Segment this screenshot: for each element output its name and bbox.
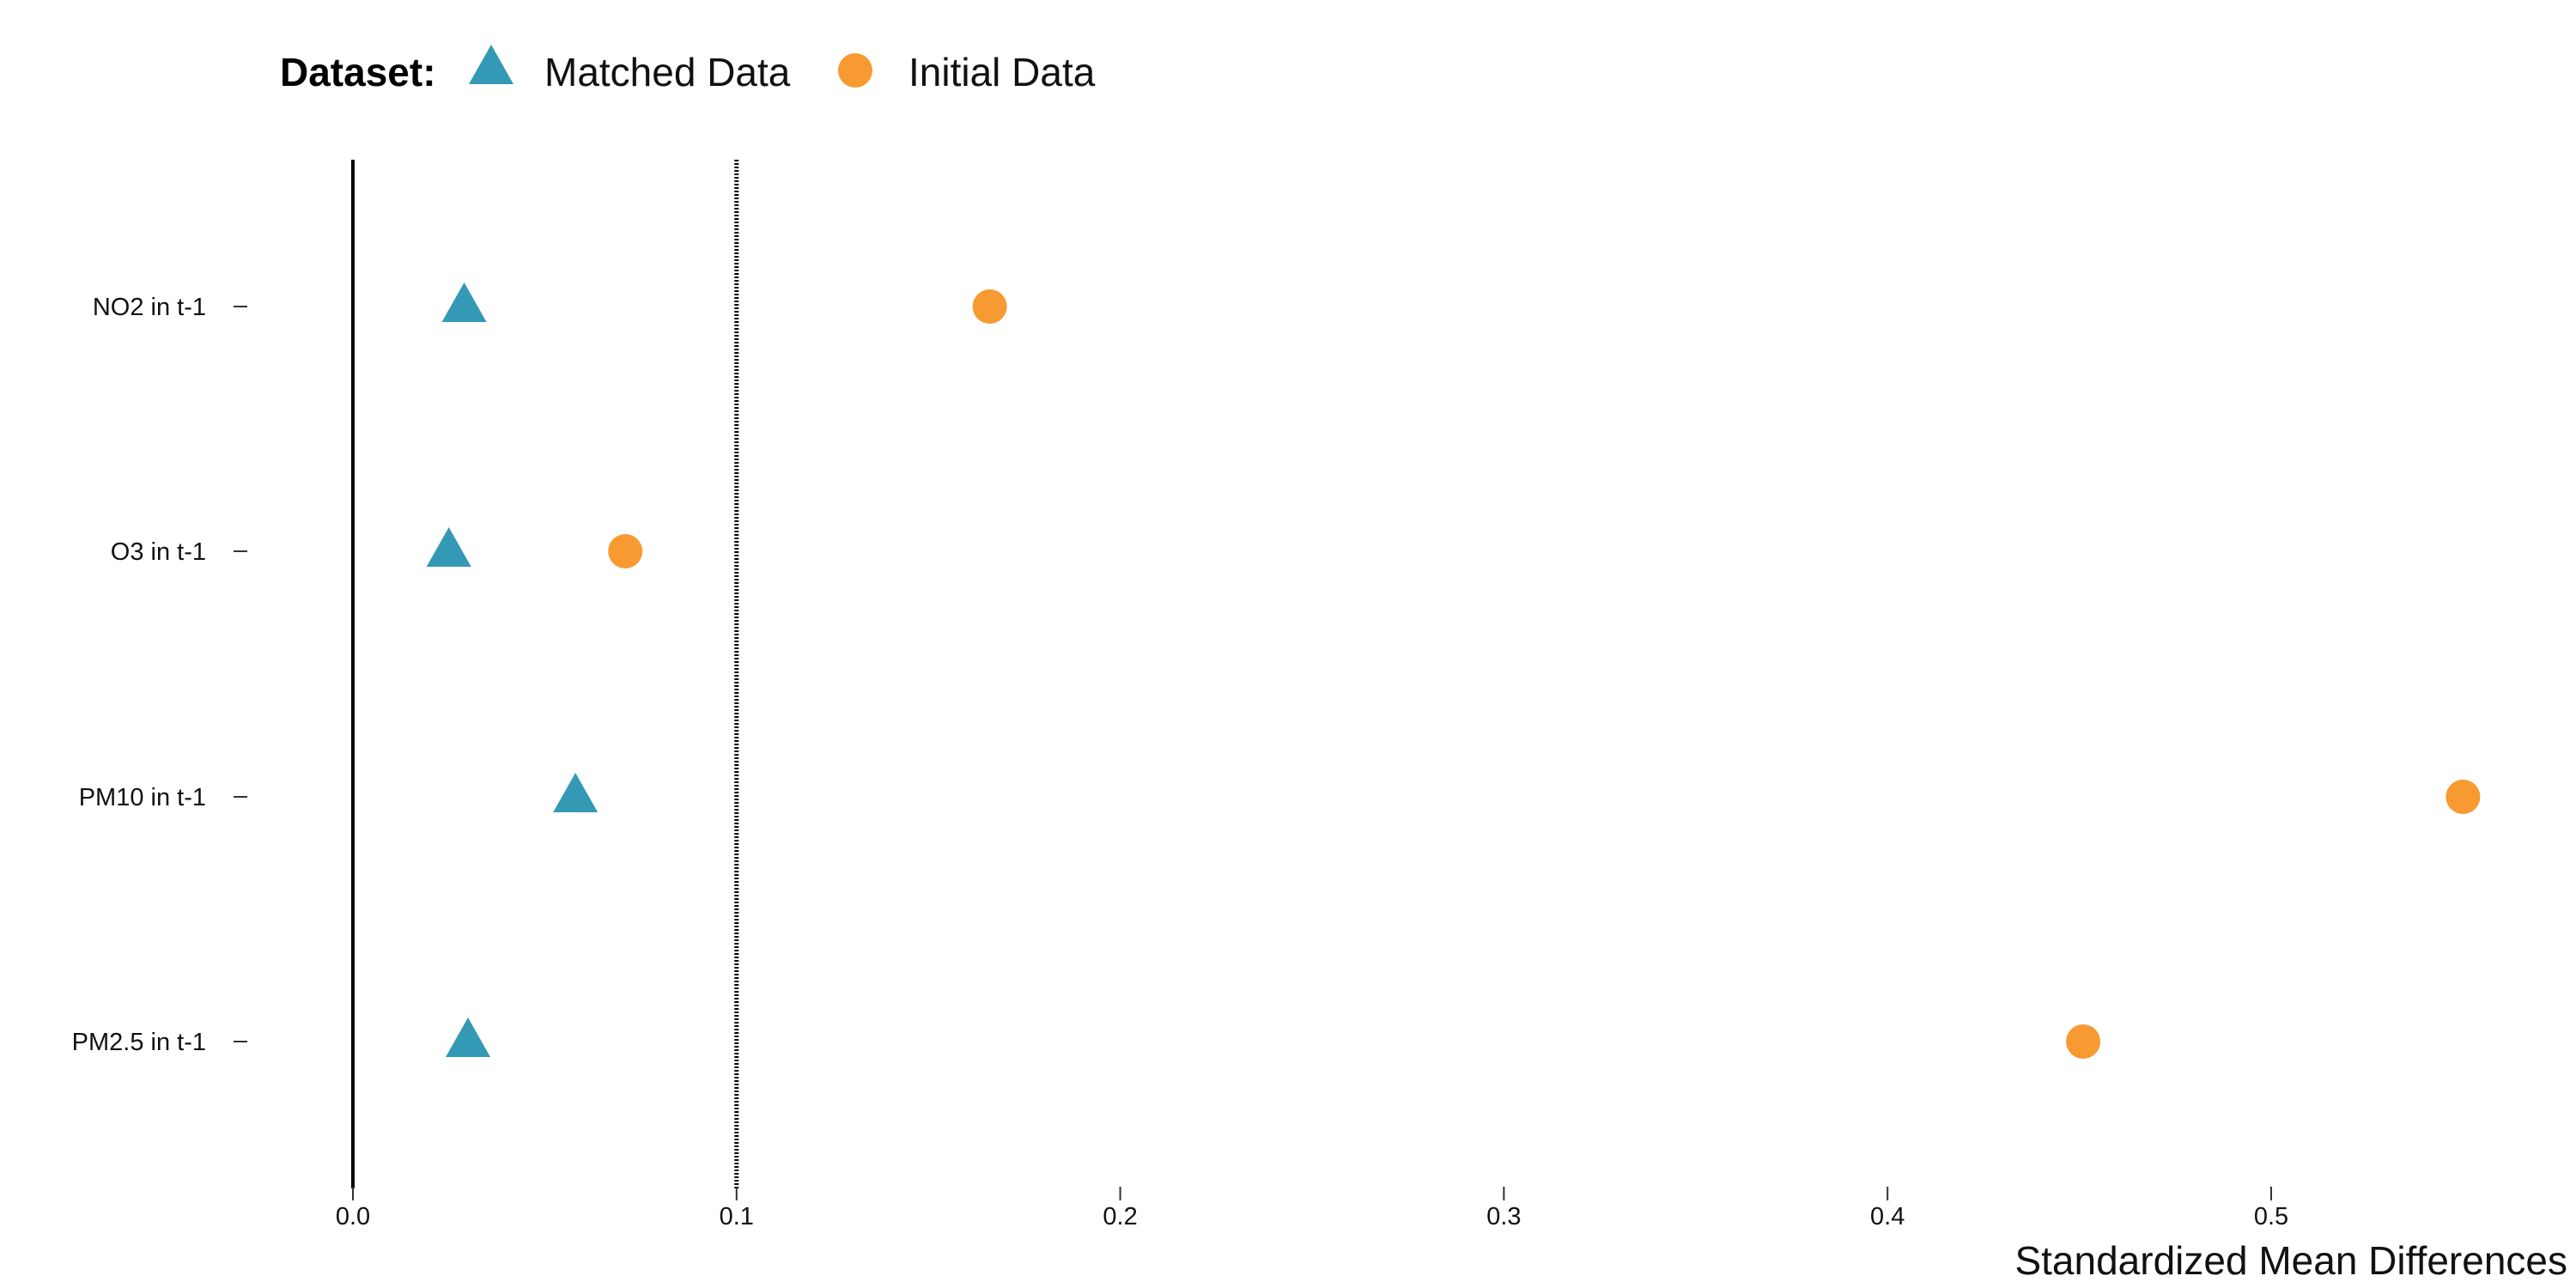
initial-data-point — [972, 289, 1007, 324]
legend-title: Dataset: — [280, 50, 436, 94]
y-axis: NO2 in t-1 O3 in t-1 PM10 in t-1 PM2.5 in t… — [72, 294, 247, 1056]
matched-data-point — [446, 1018, 491, 1057]
legend-circle-marker — [838, 53, 872, 88]
matched-data-point — [553, 773, 598, 812]
legend-label-matched: Matched Data — [544, 50, 791, 94]
y-tick-label: PM2.5 in t-1 — [72, 1029, 206, 1056]
initial-data-point — [2445, 780, 2481, 814]
initial-data-point — [2066, 1024, 2101, 1059]
x-axis: 0.0 0.1 0.2 0.3 0.4 0.5 — [336, 1187, 2288, 1230]
x-tick-label: 0.3 — [1486, 1203, 1521, 1230]
x-axis-title: Standardized Mean Differences — [2014, 1238, 2567, 1283]
x-tick-label: 0.5 — [2254, 1203, 2288, 1230]
y-tick-label: NO2 in t-1 — [93, 294, 206, 321]
x-tick-label: 0.4 — [1870, 1203, 1905, 1230]
legend-label-initial: Initial Data — [908, 50, 1096, 94]
matched-data-point — [426, 527, 471, 567]
data-marks — [426, 283, 2481, 1059]
x-tick-label: 0.2 — [1103, 1203, 1137, 1230]
y-tick-label: O3 in t-1 — [111, 538, 206, 566]
y-tick-label: PM10 in t-1 — [79, 784, 206, 811]
x-tick-label: 0.0 — [336, 1203, 370, 1230]
reference-lines — [351, 160, 739, 1188]
matched-data-point — [441, 283, 487, 322]
initial-data-point — [608, 534, 643, 568]
legend: Dataset: Matched Data Initial Data — [280, 45, 1096, 94]
legend-triangle-marker — [469, 45, 513, 84]
x-tick-label: 0.1 — [720, 1203, 754, 1230]
